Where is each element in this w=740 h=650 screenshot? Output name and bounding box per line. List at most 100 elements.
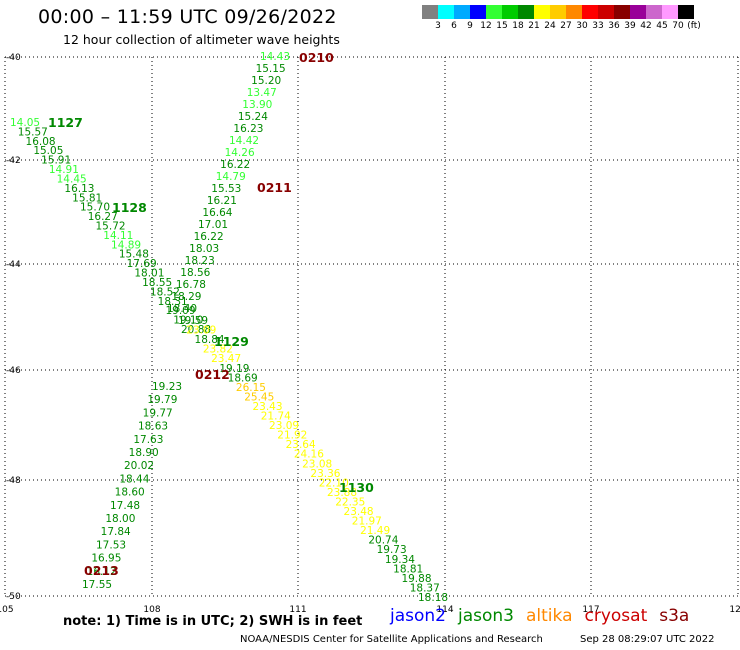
legend-swatch	[566, 5, 582, 19]
legend-swatch	[678, 5, 694, 19]
swh-value: 23.64	[286, 439, 316, 451]
swh-value: 19.09	[165, 305, 195, 317]
latitude-tick: -44	[6, 260, 21, 270]
swh-value: 16.27	[88, 211, 118, 223]
swh-value: 18.69	[228, 372, 258, 384]
swh-value: 23.09	[269, 420, 299, 432]
legend-label: 70	[672, 21, 684, 31]
pass-label: 1129	[214, 334, 249, 349]
swh-value: 18.18	[418, 592, 448, 604]
swh-value: 23.36	[310, 468, 340, 480]
legend-label: 45	[656, 21, 668, 31]
pass-label: 0210	[299, 50, 334, 65]
legend-swatch	[438, 5, 454, 19]
legend-label: 27	[560, 21, 572, 31]
credit-source: NOAA/NESDIS Center for Satellite Applica…	[240, 634, 543, 645]
swh-value: 15.48	[119, 249, 149, 261]
footer-note: note: 1) Time is in UTC; 2) SWH is in fe…	[63, 614, 363, 629]
swh-value: 18.90	[129, 447, 159, 459]
legend-label: 12	[480, 21, 492, 31]
swh-value: 18.63	[138, 421, 168, 433]
swh-value: 18.37	[410, 582, 440, 594]
latitude-tick: -48	[6, 476, 21, 486]
legend-label: 33	[592, 21, 604, 31]
legend-label: 36	[608, 21, 620, 31]
swh-value: 17.53	[96, 539, 126, 551]
swh-value: 19.34	[385, 554, 415, 566]
satellite-s3a: s3a	[659, 606, 690, 626]
swh-value: 14.79	[216, 171, 246, 183]
swh-value: 21.74	[261, 411, 291, 423]
swh-value: 18.23	[185, 255, 215, 267]
swh-value: 17.63	[133, 434, 163, 446]
swh-value: 19.73	[377, 544, 407, 556]
swh-value: 18.29	[171, 291, 201, 303]
legend-label: 21	[528, 21, 540, 31]
swh-value: 17.69	[127, 258, 157, 270]
swh-value: 16.23	[233, 123, 263, 135]
observation-labels: 14.4315.1515.2013.4713.9015.2416.2314.42…	[10, 51, 448, 604]
swh-value: 15.05	[33, 145, 63, 157]
satellite-jason2: jason2	[390, 606, 446, 626]
swh-value: 18.03	[189, 243, 219, 255]
swh-value: 20.74	[368, 535, 398, 547]
swh-value: 18.01	[134, 268, 164, 280]
swh-value: 14.11	[103, 230, 133, 242]
swh-value: 18.84	[195, 334, 225, 346]
longitude-tick: 120	[729, 605, 740, 615]
swh-value: 22.35	[335, 496, 365, 508]
latitude-tick: -40	[6, 53, 21, 63]
legend-label: 39	[624, 21, 636, 31]
legend-label: 9	[467, 21, 473, 31]
swh-value: 18.81	[393, 563, 423, 575]
swh-value: 18.40	[167, 303, 197, 315]
swh-value: 18.44	[119, 473, 149, 485]
satellite-legend: jason2 jason3 altika cryosat s3a	[390, 606, 701, 626]
longitude-tick: 117	[582, 605, 599, 615]
swh-value: 23.48	[344, 506, 374, 518]
swh-value: 20.02	[124, 460, 154, 472]
swh-value: 13.90	[242, 99, 272, 111]
swh-value: 15.53	[211, 183, 241, 195]
swh-value: 19.88	[401, 573, 431, 585]
axis-ticks: 105 108 111 114 117 120 -40 -42 -44 -46 -48 -50	[0, 53, 740, 615]
swh-value: 15.81	[72, 192, 102, 204]
pass-label: 0211	[257, 180, 292, 195]
pass-label: 1130	[339, 480, 374, 495]
swh-value: 15.20	[251, 75, 281, 87]
pass-labels: 0210 1127 1128 0211 1129 0212 1130 0213	[48, 50, 374, 578]
legend-label: 3	[435, 21, 441, 31]
swh-value: 17.01	[198, 219, 228, 231]
swh-value: 16.95	[91, 553, 121, 565]
swh-value: 23.09	[186, 325, 216, 337]
credit-timestamp: Sep 28 08:29:07 UTC 2022	[580, 634, 715, 645]
longitude-tick: 114	[436, 605, 453, 615]
latitude-tick: -46	[6, 366, 21, 376]
swh-value: 19.79	[147, 394, 177, 406]
legend-swatch	[630, 5, 646, 19]
swh-value: 14.05	[10, 117, 40, 129]
legend-swatch	[582, 5, 598, 19]
swh-value: 19.23	[152, 381, 182, 393]
swh-value: 24.16	[294, 449, 324, 461]
swh-value: 16.22	[220, 159, 250, 171]
legend-swatch	[598, 5, 614, 19]
legend-swatch	[518, 5, 534, 19]
pass-label: 0213	[84, 563, 119, 578]
swh-value: 16.78	[176, 279, 206, 291]
swh-value: 20.88	[181, 324, 211, 336]
pass-label: 1127	[48, 115, 83, 130]
swh-value: 23.47	[211, 353, 241, 365]
legend-swatch	[454, 5, 470, 19]
satellite-jason3: jason3	[458, 606, 514, 626]
swh-value: 15.72	[96, 221, 126, 233]
legend-swatch	[646, 5, 662, 19]
color-scale-swatches	[422, 5, 694, 19]
longitude-tick: 111	[289, 605, 306, 615]
swh-value: 25.45	[244, 391, 274, 403]
pass-label: 1128	[112, 200, 147, 215]
swh-value: 15.57	[18, 126, 48, 138]
swh-value: 18.55	[142, 277, 172, 289]
satellite-cryosat: cryosat	[584, 606, 648, 626]
swh-value: 21.49	[360, 525, 390, 537]
